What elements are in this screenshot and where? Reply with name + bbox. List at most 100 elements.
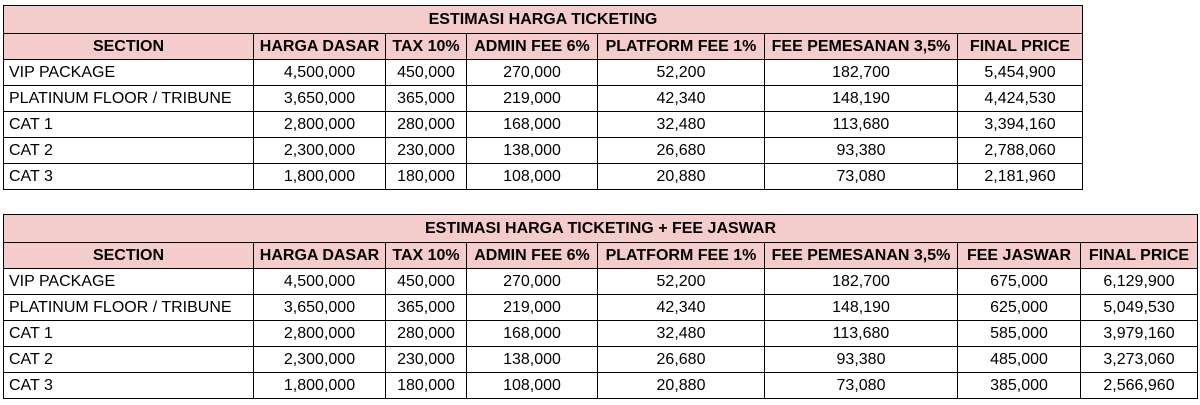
price-cell: 230,000 [385,346,467,373]
price-cell: 2,300,000 [253,137,386,164]
price-cell: 485,000 [957,346,1081,373]
price-cell: 32,480 [597,111,765,138]
price-cell: 219,000 [466,294,598,321]
section-cell: CAT 3 [3,372,254,399]
price-cell: 73,080 [764,163,958,190]
column-header: TAX 10% [385,33,467,60]
price-cell: 1,800,000 [253,163,386,190]
price-cell: 182,700 [764,59,958,86]
column-header: TAX 10% [385,242,467,269]
price-cell: 180,000 [385,163,467,190]
column-header: SECTION [3,33,254,60]
price-cell: 113,680 [764,320,958,347]
price-table: ESTIMASI HARGA TICKETING SECTION HARGA DAS… [3,5,1083,190]
price-cell: 42,340 [597,294,765,321]
price-cell: 148,190 [764,294,958,321]
price-cell: 26,680 [597,137,765,164]
price-cell: 2,800,000 [253,320,386,347]
price-cell: 585,000 [957,320,1081,347]
price-cell: 219,000 [466,85,598,112]
section-cell: VIP PACKAGE [3,268,254,295]
data-row: VIP PACKAGE 4,500,000 450,000 270,000 52,200… [3,268,1198,295]
price-cell: 625,000 [957,294,1081,321]
column-header: PLATFORM FEE 1% [597,242,765,269]
table-title: ESTIMASI HARGA TICKETING [3,5,1083,34]
price-cell: 4,500,000 [253,59,386,86]
price-cell: 230,000 [385,137,467,164]
price-cell: 365,000 [385,294,467,321]
data-row: PLATINUM FLOOR / TRIBUNE 3,650,000 365,000… [3,294,1198,321]
column-header: FINAL PRICE [957,33,1083,60]
price-cell: 3,650,000 [253,294,386,321]
section-cell: PLATINUM FLOOR / TRIBUNE [3,85,254,112]
price-cell: 385,000 [957,372,1081,399]
price-cell: 5,049,530 [1080,294,1198,321]
price-cell: 2,800,000 [253,111,386,138]
price-cell: 32,480 [597,320,765,347]
price-cell: 168,000 [466,111,598,138]
section-cell: CAT 3 [3,163,254,190]
price-table: ESTIMASI HARGA TICKETING + FEE JASWAR SEC… [3,214,1198,399]
price-cell: 168,000 [466,320,598,347]
title-row: ESTIMASI HARGA TICKETING + FEE JASWAR [3,214,1198,243]
price-cell: 280,000 [385,320,467,347]
price-cell: 3,394,160 [957,111,1083,138]
price-cell: 138,000 [466,137,598,164]
price-cell: 182,700 [764,268,958,295]
header-row: SECTION HARGA DASAR TAX 10% ADMIN FEE 6% PLA… [3,33,1083,60]
price-cell: 148,190 [764,85,958,112]
column-header: FEE PEMESANAN 3,5% [764,242,958,269]
price-cell: 93,380 [764,346,958,373]
price-cell: 2,300,000 [253,346,386,373]
column-header: ADMIN FEE 6% [466,242,598,269]
price-cell: 450,000 [385,268,467,295]
column-header: HARGA DASAR [253,242,386,269]
price-cell: 365,000 [385,85,467,112]
column-header: PLATFORM FEE 1% [597,33,765,60]
price-cell: 108,000 [466,163,598,190]
price-cell: 20,880 [597,372,765,399]
price-cell: 2,566,960 [1080,372,1198,399]
column-header: SECTION [3,242,254,269]
section-cell: CAT 2 [3,346,254,373]
data-row: CAT 1 2,800,000 280,000 168,000 32,480 113,68… [3,320,1198,347]
column-header: HARGA DASAR [253,33,386,60]
price-cell: 3,979,160 [1080,320,1198,347]
price-cell: 26,680 [597,346,765,373]
column-header: FEE PEMESANAN 3,5% [764,33,958,60]
price-cell: 675,000 [957,268,1081,295]
price-cell: 450,000 [385,59,467,86]
section-cell: CAT 1 [3,111,254,138]
section-cell: VIP PACKAGE [3,59,254,86]
column-header: ADMIN FEE 6% [466,33,598,60]
header-row: SECTION HARGA DASAR TAX 10% ADMIN FEE 6% PLA… [3,242,1198,269]
data-row: VIP PACKAGE 4,500,000 450,000 270,000 52,200… [3,59,1083,86]
price-cell: 180,000 [385,372,467,399]
price-cell: 4,424,530 [957,85,1083,112]
section-cell: PLATINUM FLOOR / TRIBUNE [3,294,254,321]
price-cell: 6,129,900 [1080,268,1198,295]
data-row: CAT 3 1,800,000 180,000 108,000 20,880 73,080… [3,372,1198,399]
price-cell: 1,800,000 [253,372,386,399]
section-cell: CAT 1 [3,320,254,347]
price-cell: 3,650,000 [253,85,386,112]
price-cell: 4,500,000 [253,268,386,295]
price-cell: 138,000 [466,346,598,373]
data-row: CAT 1 2,800,000 280,000 168,000 32,480 113,68… [3,111,1083,138]
data-row: CAT 3 1,800,000 180,000 108,000 20,880 73,080… [3,163,1083,190]
data-row: CAT 2 2,300,000 230,000 138,000 26,680 93,380… [3,346,1198,373]
data-row: CAT 2 2,300,000 230,000 138,000 26,680 93,380… [3,137,1083,164]
price-cell: 42,340 [597,85,765,112]
price-cell: 280,000 [385,111,467,138]
price-cell: 20,880 [597,163,765,190]
title-row: ESTIMASI HARGA TICKETING [3,5,1083,34]
column-header: FEE JASWAR [957,242,1081,269]
price-cell: 2,788,060 [957,137,1083,164]
price-cell: 93,380 [764,137,958,164]
price-cell: 113,680 [764,111,958,138]
data-row: PLATINUM FLOOR / TRIBUNE 3,650,000 365,000… [3,85,1083,112]
price-cell: 52,200 [597,59,765,86]
price-cell: 52,200 [597,268,765,295]
price-cell: 108,000 [466,372,598,399]
